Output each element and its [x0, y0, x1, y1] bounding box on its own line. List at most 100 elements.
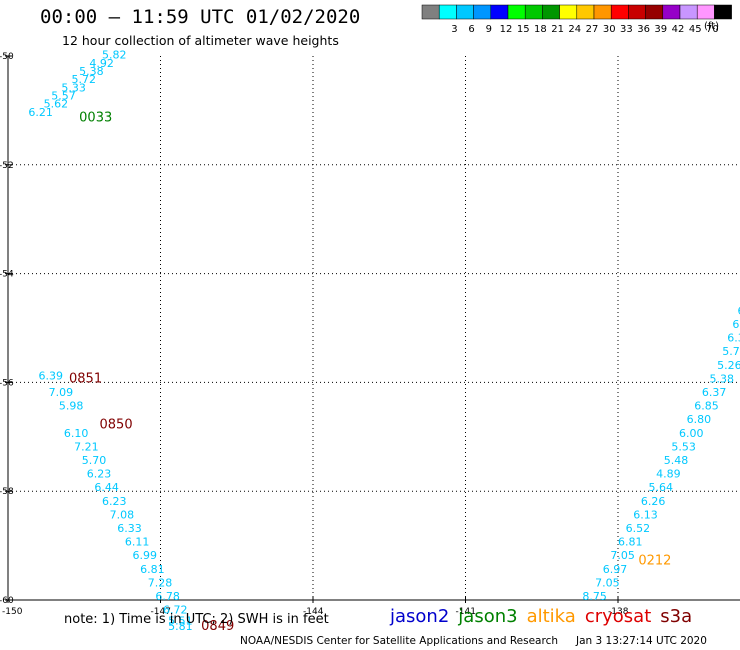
y-tick-label: -58	[0, 487, 14, 497]
swh-value: 6.78	[155, 590, 180, 603]
swh-value: 5.72	[722, 345, 740, 358]
swh-value: 6.80	[687, 413, 712, 426]
legend-label: 24	[568, 24, 581, 35]
swh-value: 6.84	[732, 318, 740, 331]
swh-value: 5.38	[710, 372, 735, 385]
swh-value: 5.51	[168, 614, 193, 627]
swh-value: 6.85	[694, 400, 719, 413]
legend-label: 3	[451, 24, 457, 35]
legend-swatch	[421, 4, 440, 20]
satellite-s3a: s3a	[660, 606, 693, 627]
swh-value: 6.23	[102, 495, 127, 508]
satellite-altika: altika	[526, 606, 576, 627]
satellite-jason3: jason3	[458, 606, 518, 627]
axis-ticks: -50-52-54-56-58-60-150-147-144-141-138-1…	[0, 52, 629, 617]
swh-value: 5.62	[44, 98, 68, 111]
credit-text: NOAA/NESDIS Center for Satellite Applica…	[240, 635, 558, 647]
legend-swatch	[507, 4, 526, 20]
legend-swatch	[559, 4, 578, 20]
swh-value: 7.28	[148, 576, 173, 589]
credit-line: NOAA/NESDIS Center for Satellite Applica…	[240, 635, 707, 647]
swh-value: 7.05	[595, 576, 620, 589]
swh-value: 6.11	[125, 536, 149, 549]
pass-time-labels: 00330851085008490212021108	[69, 110, 671, 634]
legend-label: 36	[637, 24, 650, 35]
legend-label: 18	[534, 24, 547, 35]
legend-label: 6	[468, 24, 474, 35]
swh-value: 7.21	[74, 440, 99, 453]
legend-label: 27	[586, 24, 599, 35]
swh-value: 5.70	[82, 454, 107, 467]
satellite-cryosat: cryosat	[584, 606, 652, 627]
legend-swatch	[610, 4, 629, 20]
legend-swatch	[524, 4, 543, 20]
swh-value: 6.81	[618, 536, 643, 549]
swh-value: 6.23	[87, 468, 112, 481]
legend-label: 70	[706, 24, 719, 35]
swh-value: 7.09	[49, 386, 74, 399]
swh-value: 7.05	[610, 549, 635, 562]
swh-value: 6.13	[633, 508, 658, 521]
x-tick-label: -138	[608, 607, 629, 617]
generated-timestamp: Jan 3 13:27:14 UTC 2020	[576, 635, 707, 647]
chart-title: 00:00 – 11:59 UTC 01/02/2020	[40, 6, 361, 28]
legend-swatch	[662, 4, 681, 20]
pass-time-label: 0850	[100, 418, 133, 433]
legend-label: 15	[517, 24, 530, 35]
swh-value: 6.33	[117, 522, 141, 535]
swh-value: 6.52	[626, 522, 651, 535]
legend-swatch	[679, 4, 698, 20]
swh-value: 7.08	[110, 508, 134, 521]
swh-value: 5.26	[717, 359, 740, 372]
color-legend: 3 6 9 12 15 18 21 24 27 30 33 36 39 42 45 70	[421, 4, 732, 35]
swh-value: 5.48	[664, 454, 689, 467]
legend-label: 30	[603, 24, 616, 35]
footer-note: note: 1) Time is in UTC; 2) SWH is in fe…	[64, 612, 329, 627]
legend-swatch	[628, 4, 646, 20]
swh-value: 6.10	[64, 427, 89, 440]
grid	[8, 56, 740, 600]
legend-swatch	[473, 4, 492, 20]
x-tick-label: -144	[303, 607, 324, 617]
y-tick-label: -50	[0, 52, 14, 62]
legend-swatch	[714, 4, 732, 20]
legend-label: 42	[672, 24, 685, 35]
y-tick-label: -52	[0, 161, 14, 171]
swh-value: 6.39	[39, 370, 64, 383]
legend-swatch	[576, 4, 595, 20]
legend-swatch	[696, 4, 715, 20]
swh-value: 6.81	[140, 563, 165, 576]
swh-value: 6.97	[603, 563, 628, 576]
swh-value: 6.00	[679, 427, 704, 440]
swh-value: 4.92	[89, 57, 114, 70]
swh-value: 5.72	[72, 73, 97, 86]
legend-unit: (ft)	[704, 21, 720, 32]
swh-value: 6.37	[702, 386, 727, 399]
satellite-legend: jason2 jason3 altika cryosat s3a	[390, 606, 701, 627]
satellite-jason2: jason2	[390, 606, 450, 627]
swh-value: 8.75	[582, 590, 607, 603]
swh-value: 6.99	[133, 549, 158, 562]
legend-swatch	[593, 4, 612, 20]
swh-value: 5.57	[51, 90, 75, 103]
legend-swatch	[542, 4, 560, 20]
swh-value: 6.44	[94, 481, 119, 494]
legend-label: 12	[500, 24, 513, 35]
swh-value: 6.51	[737, 304, 740, 317]
y-tick-label: -60	[0, 596, 14, 606]
swh-value: 4.89	[656, 468, 681, 481]
swh-values: 5.824.925.385.725.335.575.626.216.397.09…	[28, 49, 740, 633]
swh-value: 6.26	[641, 495, 666, 508]
legend-label: 9	[486, 24, 492, 35]
pass-time-label: 0851	[69, 371, 102, 386]
x-tick-label: -147	[151, 607, 171, 617]
pass-time-label: 0849	[201, 619, 234, 634]
swh-value: 6.39	[727, 332, 740, 345]
legend-label: 45	[689, 24, 702, 35]
legend-swatch	[456, 4, 474, 20]
chart-subtitle: 12 hour collection of altimeter wave hei…	[62, 33, 339, 48]
pass-time-label: 0033	[79, 110, 112, 125]
y-tick-label: -56	[0, 378, 14, 388]
swh-value: 5.82	[102, 49, 127, 62]
